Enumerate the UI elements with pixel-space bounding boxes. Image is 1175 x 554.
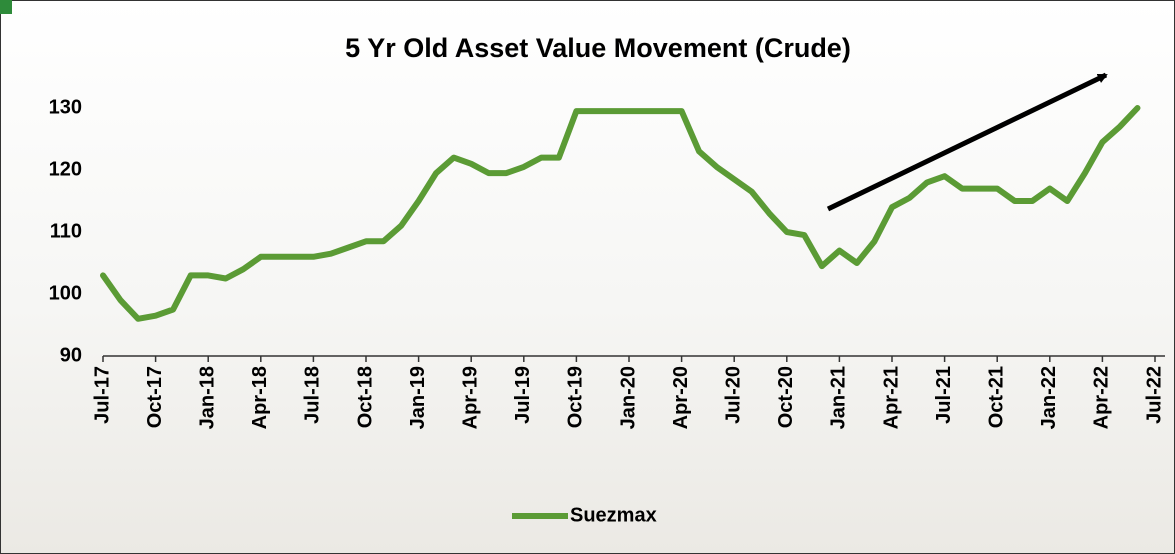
x-tick-label: Jan-19: [407, 366, 429, 429]
x-tick-label: Jan-22: [1038, 366, 1060, 429]
legend-label: Suezmax: [570, 504, 657, 526]
x-tick-label: Jan-20: [617, 366, 639, 429]
x-tick-label: Jul-21: [933, 366, 955, 424]
x-tick-label: Oct-17: [144, 366, 166, 428]
plot: 90 100 110 120 130 Jul-17 Oct-17 Jan-18 Apr-18 Ju…: [49, 96, 1166, 429]
x-tick-label: Jan-21: [828, 366, 850, 429]
y-tick-label: 110: [50, 220, 82, 242]
x-tick-label: Apr-21: [880, 366, 902, 429]
x-tick-label: Apr-19: [459, 366, 481, 429]
line-series: [100, 105, 1141, 322]
y-tick-label: 100: [49, 282, 82, 304]
x-tick-label: Oct-18: [354, 366, 376, 428]
x-tick-label: Jul-17: [91, 366, 113, 424]
chart-title: 5 Yr Old Asset Value Movement (Crude): [345, 33, 851, 63]
corner-tab: [0, 0, 12, 14]
x-tick-label: Jul-18: [302, 366, 324, 424]
trend-arrow: [826, 72, 1108, 212]
x-tick-label: Jul-22: [1143, 366, 1165, 424]
x-tick-label: Jul-20: [722, 366, 744, 424]
x-tick-label: Oct-20: [775, 366, 797, 428]
x-tick-label: Apr-20: [670, 366, 692, 429]
y-tick-label: 130: [49, 96, 82, 118]
x-tick-label: Jan-18: [196, 366, 218, 429]
x-tick-label: Apr-18: [249, 366, 271, 429]
x-tick-label: Jul-19: [512, 366, 534, 424]
x-tick-label: Apr-22: [1091, 366, 1113, 429]
y-tick-label: 120: [49, 158, 82, 180]
x-tick-label: Oct-19: [565, 366, 587, 428]
y-tick-label: 90: [60, 344, 82, 366]
x-tick-label: Oct-21: [985, 366, 1007, 428]
